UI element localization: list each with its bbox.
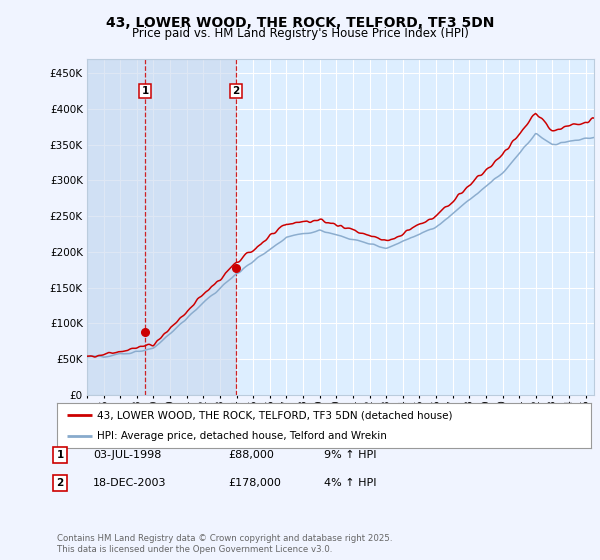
Text: 9% ↑ HPI: 9% ↑ HPI xyxy=(324,450,377,460)
Text: 43, LOWER WOOD, THE ROCK, TELFORD, TF3 5DN: 43, LOWER WOOD, THE ROCK, TELFORD, TF3 5… xyxy=(106,16,494,30)
Text: 43, LOWER WOOD, THE ROCK, TELFORD, TF3 5DN (detached house): 43, LOWER WOOD, THE ROCK, TELFORD, TF3 5… xyxy=(97,410,452,421)
Text: 2: 2 xyxy=(56,478,64,488)
Text: 1: 1 xyxy=(56,450,64,460)
Text: Price paid vs. HM Land Registry's House Price Index (HPI): Price paid vs. HM Land Registry's House … xyxy=(131,27,469,40)
Text: Contains HM Land Registry data © Crown copyright and database right 2025.
This d: Contains HM Land Registry data © Crown c… xyxy=(57,534,392,554)
Text: 4% ↑ HPI: 4% ↑ HPI xyxy=(324,478,377,488)
Bar xyxy=(87,59,236,395)
Text: £88,000: £88,000 xyxy=(228,450,274,460)
Text: HPI: Average price, detached house, Telford and Wrekin: HPI: Average price, detached house, Telf… xyxy=(97,431,387,441)
Text: 03-JUL-1998: 03-JUL-1998 xyxy=(93,450,161,460)
Text: 1: 1 xyxy=(142,86,149,96)
Text: £178,000: £178,000 xyxy=(228,478,281,488)
Text: 18-DEC-2003: 18-DEC-2003 xyxy=(93,478,167,488)
Text: 2: 2 xyxy=(232,86,240,96)
